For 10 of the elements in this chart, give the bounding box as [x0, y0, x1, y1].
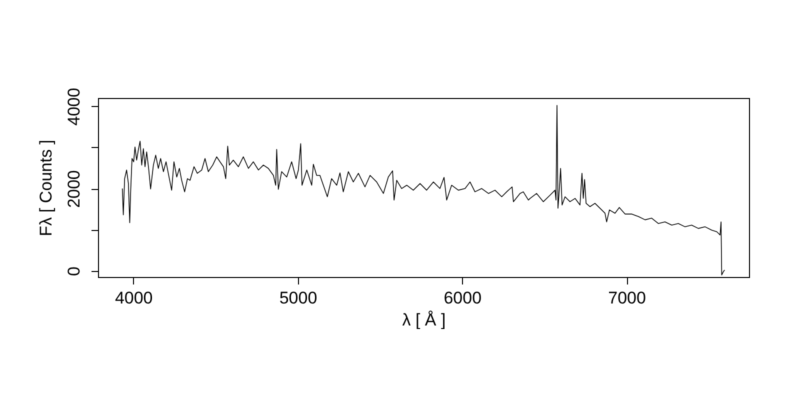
x-tick-label: 6000	[444, 288, 482, 308]
line-series	[122, 105, 726, 276]
y-tick-label: 2000	[64, 170, 84, 208]
y-axis-title: Fλ [ Counts ]	[36, 140, 56, 236]
y-tick-label: 0	[64, 266, 84, 276]
x-tick-label: 7000	[608, 288, 646, 308]
y-tick-label: 4000	[64, 88, 84, 126]
x-tick-label: 4000	[114, 288, 153, 308]
x-axis-title: λ [ Å ]	[402, 310, 446, 330]
x-tick-label: 5000	[279, 288, 318, 308]
